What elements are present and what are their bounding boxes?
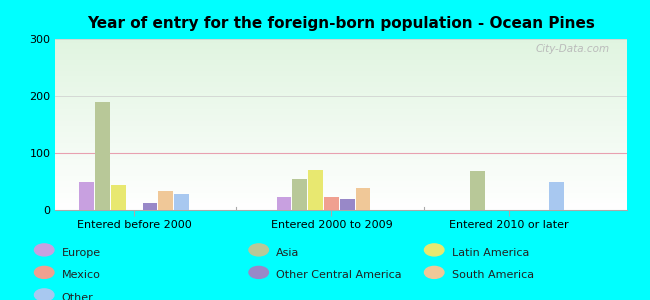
- Text: City-Data.com: City-Data.com: [536, 44, 610, 54]
- Bar: [340, 199, 354, 210]
- Bar: [79, 182, 94, 210]
- Bar: [277, 197, 291, 210]
- Text: Mexico: Mexico: [62, 270, 101, 280]
- Text: Other Central America: Other Central America: [276, 270, 402, 280]
- Bar: [470, 171, 485, 210]
- Bar: [111, 185, 125, 210]
- Bar: [549, 182, 564, 210]
- Text: South America: South America: [452, 270, 534, 280]
- Bar: [308, 170, 323, 210]
- Bar: [292, 178, 307, 210]
- Bar: [324, 197, 339, 210]
- Bar: [174, 194, 189, 210]
- Text: Other: Other: [62, 293, 94, 300]
- Title: Year of entry for the foreign-born population - Ocean Pines: Year of entry for the foreign-born popul…: [87, 16, 595, 31]
- Bar: [95, 102, 110, 210]
- Bar: [356, 188, 370, 210]
- Bar: [159, 191, 173, 210]
- Text: Europe: Europe: [62, 248, 101, 258]
- Text: Latin America: Latin America: [452, 248, 529, 258]
- Text: Asia: Asia: [276, 248, 300, 258]
- Bar: [142, 202, 157, 210]
